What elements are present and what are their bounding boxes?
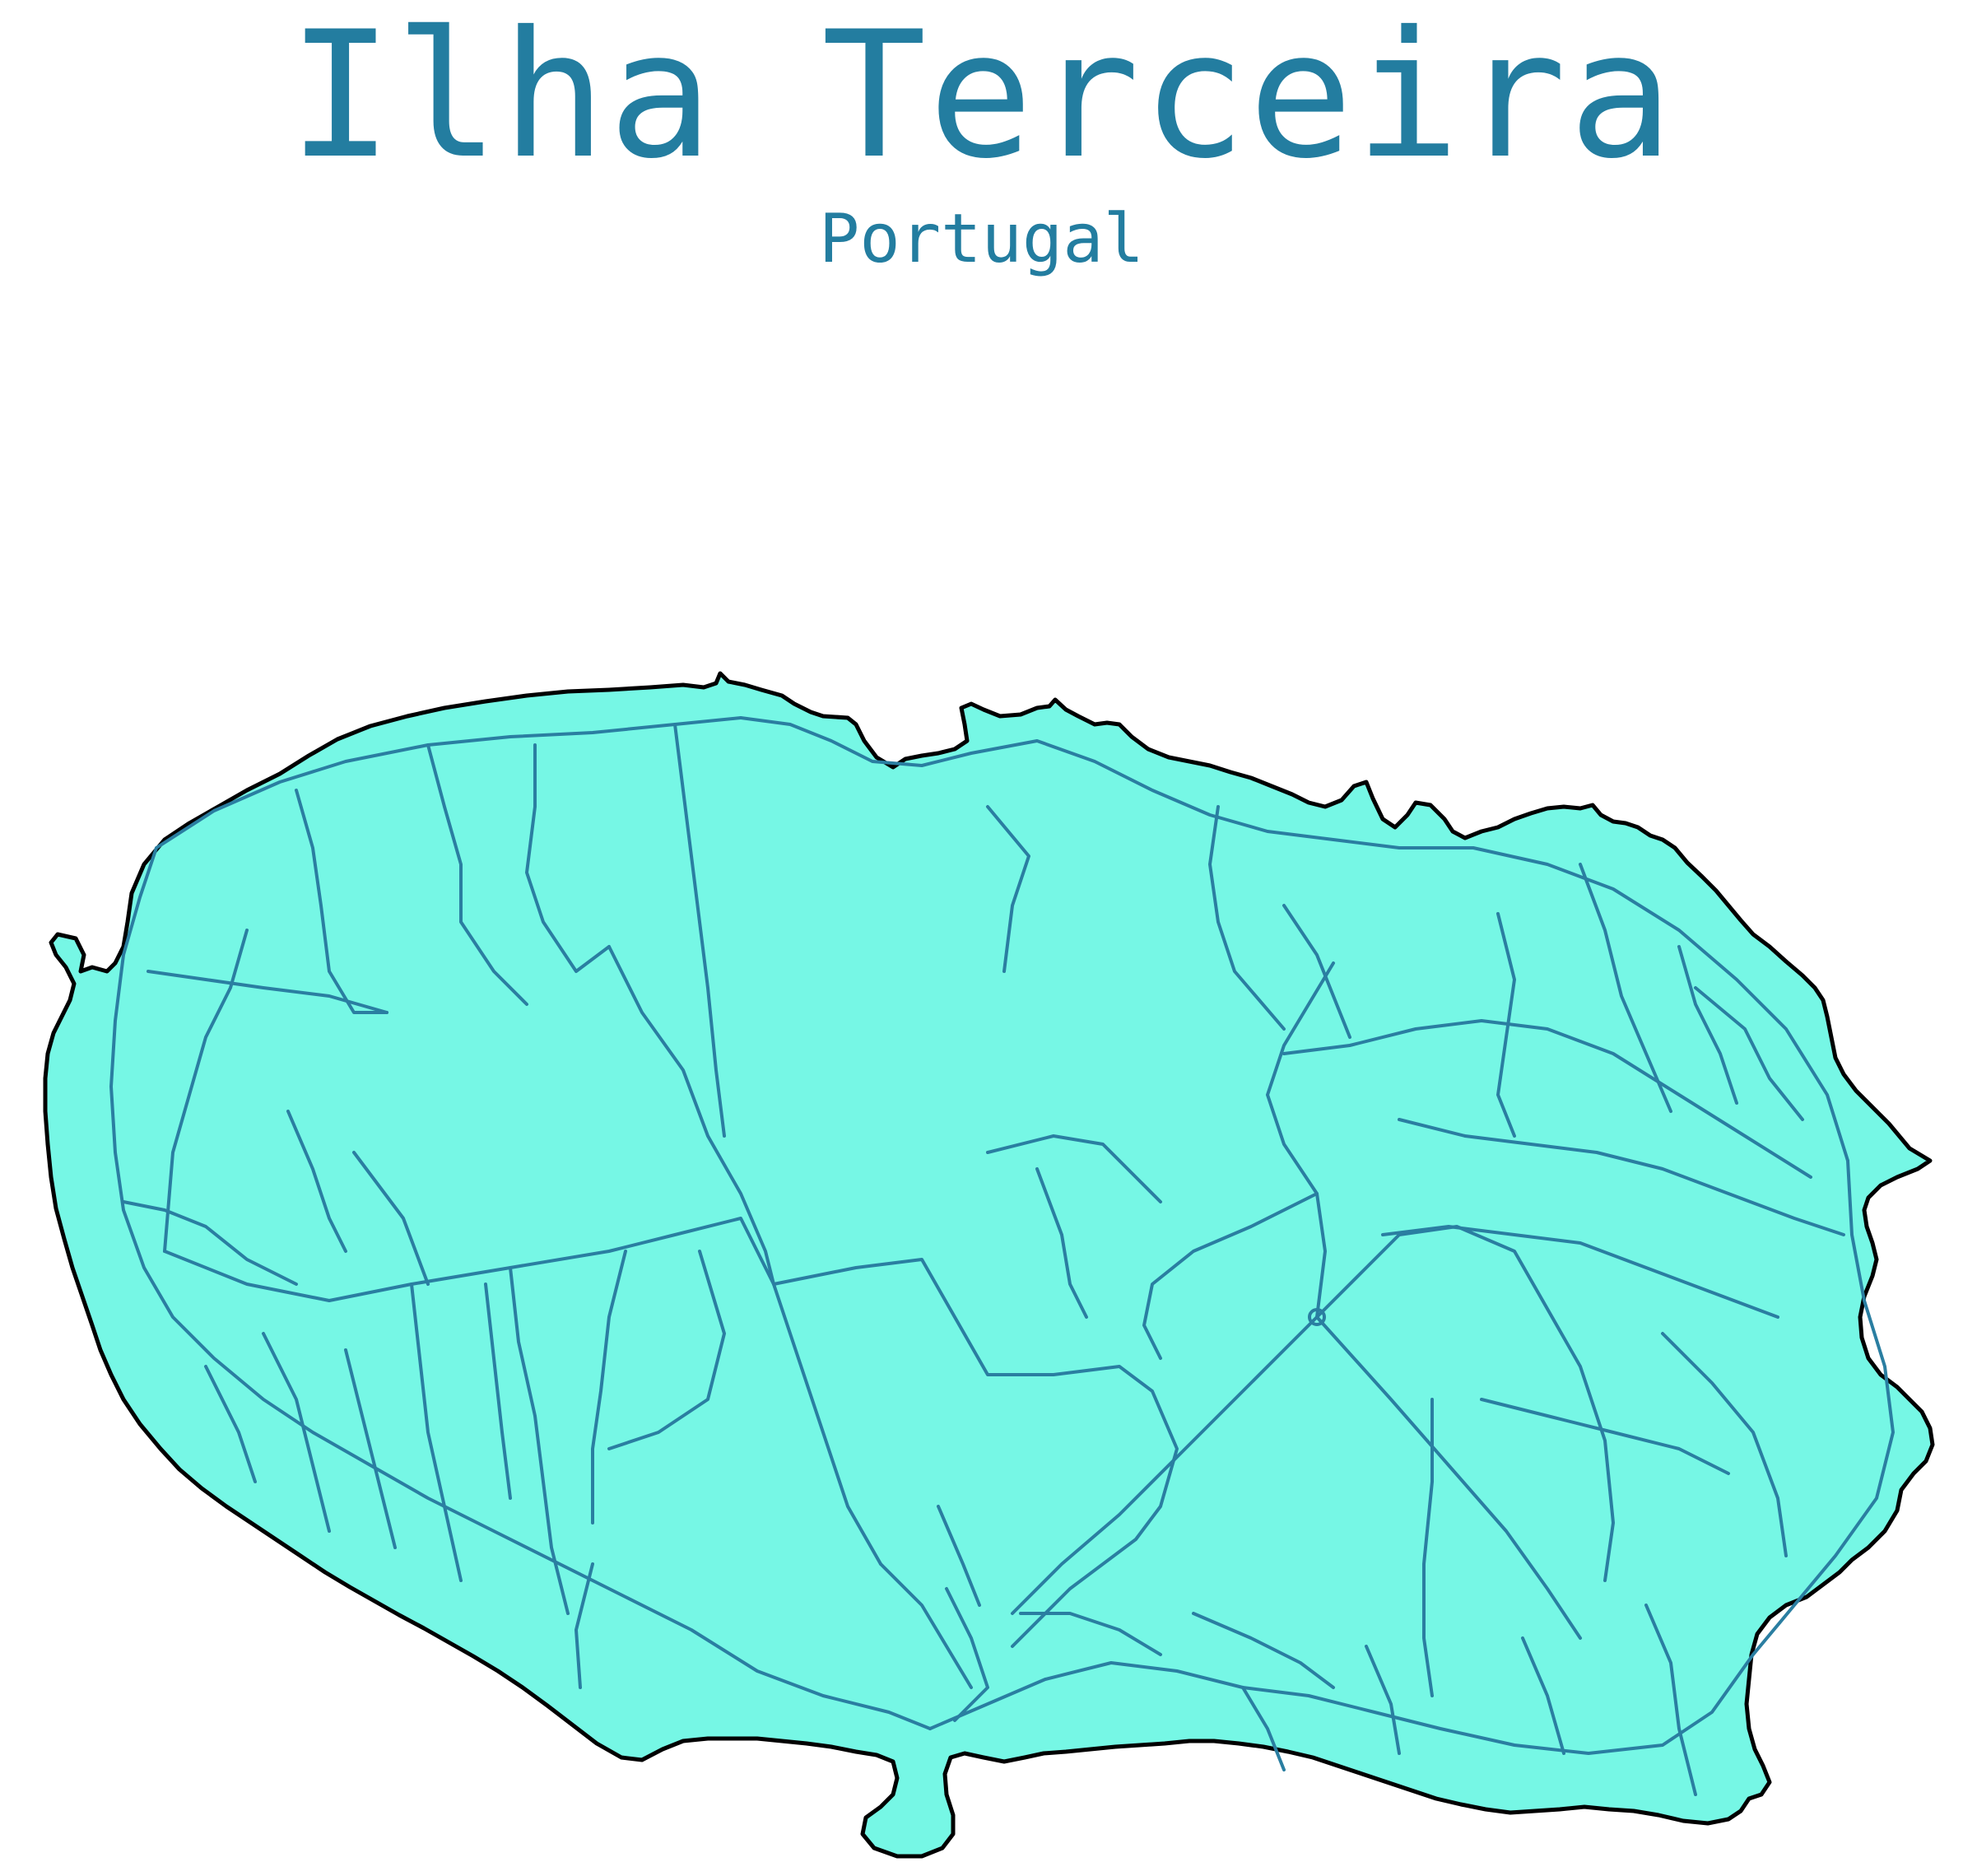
road-46: [1677, 945, 1738, 1105]
road-30: [1208, 805, 1286, 1031]
road-32: [986, 805, 1030, 973]
road-34: [295, 789, 388, 1014]
road-33: [525, 743, 611, 973]
road-21: [484, 1282, 512, 1500]
road-25: [1282, 1019, 1812, 1179]
road-35: [163, 929, 249, 1253]
island-landmass: [45, 673, 1933, 1856]
road-2: [739, 716, 1849, 1162]
road-17: [509, 1266, 570, 1615]
road-27: [1381, 1225, 1779, 1319]
road-55: [286, 1110, 347, 1253]
road-53: [344, 1348, 397, 1549]
road-3: [109, 846, 932, 1730]
road-40: [945, 1587, 989, 1722]
road-51: [1241, 1686, 1286, 1771]
road-41: [937, 1505, 981, 1607]
roundabout: [1308, 1308, 1326, 1326]
road-28: [1661, 1332, 1788, 1557]
road-11: [1142, 1192, 1319, 1360]
road-8: [1315, 1315, 1582, 1640]
map-subtitle: Portugal: [819, 200, 1144, 278]
road-37: [673, 723, 726, 1138]
road-49: [1521, 1636, 1565, 1755]
road-31: [1282, 904, 1351, 1039]
road-4: [928, 1159, 1895, 1755]
road-5: [607, 945, 775, 1286]
road-23: [1035, 1167, 1088, 1319]
road-26: [1398, 1118, 1845, 1236]
road-24: [1496, 912, 1516, 1138]
road-47: [1480, 1398, 1730, 1475]
road-54: [204, 1365, 257, 1483]
road-19: [591, 1250, 627, 1525]
road-29: [1579, 863, 1672, 1113]
coastline: [43, 671, 1935, 1859]
road-18: [574, 1562, 594, 1689]
road-9: [1266, 961, 1335, 1319]
road-43: [1019, 1612, 1162, 1656]
road-20: [352, 1151, 430, 1286]
road-15: [772, 1282, 882, 1566]
road-10: [1315, 1225, 1615, 1582]
road-6: [772, 1258, 1179, 1648]
road-16: [410, 1282, 463, 1582]
road-14: [607, 1250, 726, 1450]
road-38: [147, 970, 388, 1014]
road-48: [1644, 1604, 1697, 1796]
road-network: [109, 716, 1895, 1796]
road-52: [262, 1332, 331, 1533]
road-22: [986, 1134, 1162, 1203]
road-36: [426, 743, 528, 1006]
road-50: [1365, 1645, 1401, 1755]
road-42: [879, 1562, 973, 1689]
road-12: [1422, 1398, 1434, 1697]
road-44: [1192, 1612, 1335, 1689]
road-7: [1011, 1315, 1319, 1615]
road-39: [122, 1200, 298, 1286]
road-45: [1694, 986, 1804, 1121]
map-title: Ilha Terceira: [287, 0, 1676, 197]
